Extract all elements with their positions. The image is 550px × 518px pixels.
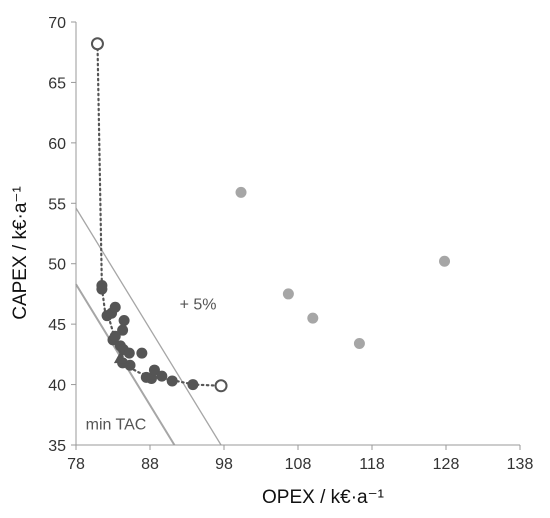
- dark-data-point: [166, 375, 178, 387]
- plus-5-percent-line: [75, 207, 222, 446]
- x-tick-label: 138: [507, 456, 534, 473]
- dark-data-point: [118, 315, 130, 327]
- y-tick-label: 50: [48, 257, 66, 274]
- x-axis-label: OPEX / k€·a⁻¹: [262, 487, 384, 508]
- y-tick-label: 45: [48, 317, 66, 334]
- dark-data-point: [136, 347, 148, 359]
- y-tick-label: 40: [48, 378, 66, 395]
- dark-data-point: [145, 373, 157, 385]
- y-tick-label: 60: [48, 136, 66, 153]
- x-tick-label: 118: [359, 456, 385, 473]
- y-axis-label: CAPEX / k€·a⁻¹: [10, 186, 31, 320]
- open-circle-point: [214, 379, 228, 393]
- triangle-point: [113, 351, 127, 364]
- dark-data-point: [109, 330, 121, 342]
- x-tick-label: 98: [215, 456, 233, 473]
- light-data-point: [235, 186, 247, 198]
- dark-data-point: [148, 364, 160, 376]
- dark-data-point: [117, 324, 129, 336]
- light-data-point: [439, 255, 451, 267]
- light-data-point: [307, 312, 319, 324]
- open-circle-point: [90, 37, 104, 51]
- iso-lines-layer: [75, 207, 222, 446]
- dark-data-point: [156, 370, 168, 382]
- annotations-layer: + 5% min TAC: [86, 297, 217, 434]
- plus-5-percent-annotation: + 5%: [180, 297, 217, 314]
- y-tick-label: 70: [48, 15, 66, 32]
- dark-data-point: [123, 347, 135, 359]
- light-data-point: [282, 288, 294, 300]
- data-points-layer: [90, 37, 451, 393]
- min-tac-annotation: min TAC: [86, 416, 147, 433]
- dark-data-point: [96, 283, 108, 295]
- y-tick-label: 35: [48, 438, 66, 455]
- light-data-point: [353, 337, 365, 349]
- y-tick-label: 55: [48, 196, 66, 213]
- axes-layer: 78 88 98 108 118 128 138 35 40 45 50 55 60 65 70: [48, 15, 533, 473]
- x-tick-label: 108: [285, 456, 312, 473]
- x-tick-label: 78: [67, 456, 85, 473]
- y-tick-label: 65: [48, 75, 66, 92]
- dark-data-point: [109, 301, 121, 313]
- dark-data-point: [187, 379, 199, 391]
- x-tick-label: 128: [433, 456, 460, 473]
- x-tick-label: 88: [141, 456, 159, 473]
